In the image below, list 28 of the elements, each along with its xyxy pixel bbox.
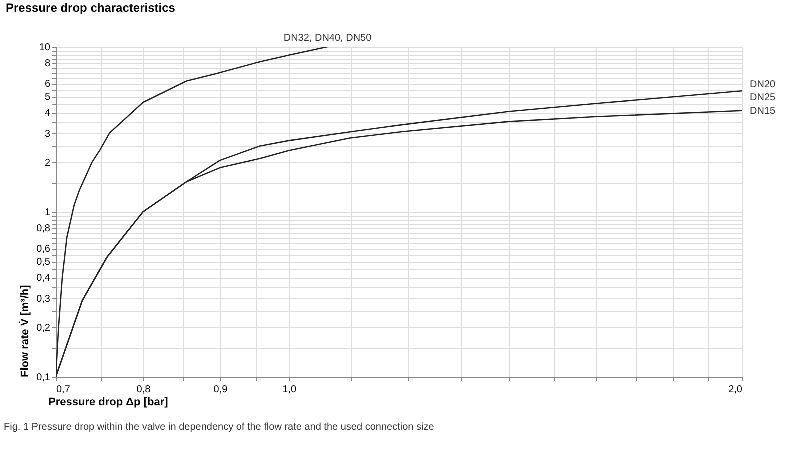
- x-tick-label: 0,7: [56, 384, 71, 396]
- x-tick-label: 0,9: [214, 384, 228, 396]
- y-tick-label: 8: [44, 58, 51, 70]
- y-tick-label: 0,2: [36, 322, 51, 334]
- y-tick-label: 1: [44, 208, 51, 218]
- x-tick-label: 2,0: [728, 384, 743, 396]
- y-tick-label: 4: [44, 108, 51, 120]
- x-tick-label: 1,0: [282, 384, 297, 396]
- chart-title: Pressure drop characteristics: [6, 1, 176, 15]
- series-label: DN15: [750, 106, 776, 117]
- y-tick-label: 0,3: [36, 294, 51, 305]
- annotation: DN25: [750, 92, 776, 104]
- x-axis-title: Pressure drop Δp [bar]: [48, 396, 169, 408]
- annotation: DN20: [750, 80, 776, 91]
- y-tick-label: 3: [44, 128, 51, 140]
- y-tick-label: 0,8: [36, 223, 51, 234]
- y-tick-label: 2: [44, 158, 51, 169]
- y-tick-label: 10: [39, 42, 51, 54]
- y-tick-label: 5: [44, 92, 51, 104]
- x-tick-label: 0,8: [136, 384, 152, 396]
- y-axis-title: Flow rate V̇ [m³/h]: [19, 284, 32, 378]
- series-label: DN32, DN40, DN50: [284, 33, 372, 44]
- y-tick-label: 6: [44, 79, 51, 90]
- y-tick-label: 0,5: [36, 257, 51, 268]
- y-tick-label: 0,6: [36, 244, 51, 256]
- y-tick-label: 0,4: [36, 273, 51, 284]
- caption: Fig. 1 Pressure drop within the valve in dependency of the flow rate and the used connection size: [4, 422, 435, 433]
- y-tick-label: 0,1: [36, 372, 51, 384]
